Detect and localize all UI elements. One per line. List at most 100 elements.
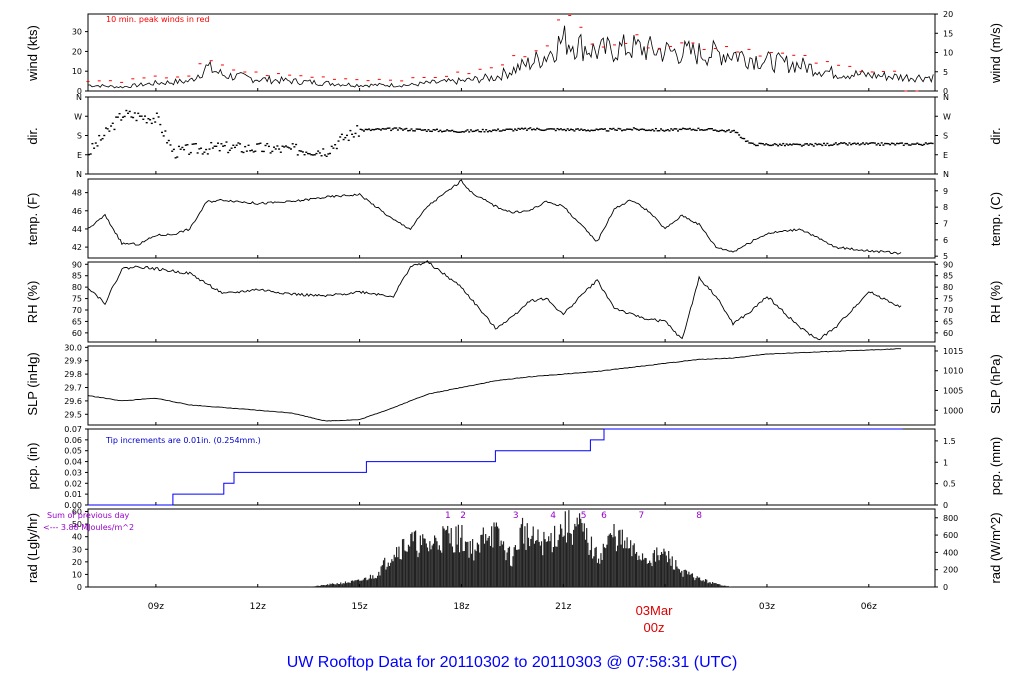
dir-point xyxy=(656,130,659,132)
rad-marker-3: 3 xyxy=(513,511,519,521)
dir-point xyxy=(362,130,365,132)
dir-point xyxy=(721,129,724,131)
dir-left-tick-label: S xyxy=(77,132,82,141)
dir-point xyxy=(106,128,109,130)
dir-point xyxy=(604,128,607,130)
dir-point xyxy=(403,128,406,130)
dir-point xyxy=(807,144,810,146)
dir-point xyxy=(378,128,381,130)
dir-point xyxy=(605,130,608,132)
date-marker-hour: 00z xyxy=(644,620,665,635)
dir-point xyxy=(351,133,354,136)
dir-point xyxy=(222,145,225,147)
dir-point xyxy=(339,136,342,138)
dir-point xyxy=(458,131,461,133)
dir-point xyxy=(658,129,661,132)
x-tick-label-18z: 18z xyxy=(453,602,469,612)
dir-point xyxy=(778,143,781,145)
rad-marker-5: 5 xyxy=(581,511,587,521)
dir-point xyxy=(155,112,158,114)
dir-right-tick-label: N xyxy=(943,170,949,179)
dir-point xyxy=(283,146,286,148)
rad-left-tick-label: 10 xyxy=(72,570,82,579)
rh-right-tick-label: 90 xyxy=(943,260,953,269)
dir-point xyxy=(620,129,623,132)
temp-right-tick-label: 7 xyxy=(943,219,948,228)
dir-point xyxy=(410,128,413,130)
dir-point xyxy=(128,110,131,113)
dir-point xyxy=(595,128,598,130)
dir-point xyxy=(627,128,630,130)
dir-point xyxy=(441,131,444,133)
dir-point xyxy=(369,129,372,132)
pcp-right-tick-label: 1 xyxy=(943,458,948,467)
dir-point xyxy=(733,129,736,132)
dir-point xyxy=(507,128,510,130)
dir-point xyxy=(313,154,316,156)
dir-point xyxy=(171,150,174,152)
slp-right-tick-label: 1010 xyxy=(943,367,963,376)
x-tick-label-06z: 06z xyxy=(861,602,877,612)
dir-point xyxy=(373,129,376,131)
dir-point xyxy=(252,151,255,153)
dir-point xyxy=(928,142,931,145)
dir-point xyxy=(792,143,795,145)
dir-point xyxy=(113,128,116,131)
dir-point xyxy=(714,129,717,131)
wind-right-label: wind (m/s) xyxy=(988,23,1003,84)
dir-point xyxy=(386,127,389,129)
dir-point xyxy=(710,127,713,130)
dir-point xyxy=(644,129,647,132)
temp-series-line xyxy=(87,179,902,255)
dir-point xyxy=(203,151,206,153)
dir-point xyxy=(261,150,264,153)
dir-point xyxy=(505,128,508,130)
dir-point xyxy=(323,154,326,156)
dir-point xyxy=(746,140,749,142)
dir-point xyxy=(485,129,488,131)
dir-point xyxy=(648,129,651,131)
dir-point xyxy=(400,128,403,130)
dir-point xyxy=(619,128,622,130)
dir-point xyxy=(189,151,192,154)
dir-point xyxy=(510,128,513,131)
temp-right-label: temp. (C) xyxy=(988,192,1003,246)
rh-right-tick-label: 75 xyxy=(943,295,953,304)
dir-point xyxy=(766,144,769,146)
dir-point xyxy=(274,148,277,150)
rh-left-tick-label: 60 xyxy=(72,329,82,338)
dir-point xyxy=(103,134,106,137)
dir-point xyxy=(894,144,897,146)
dir-point xyxy=(398,127,401,129)
x-tick-label-21z: 21z xyxy=(555,602,571,612)
dir-point xyxy=(884,142,887,145)
dir-point xyxy=(429,130,432,132)
dir-point xyxy=(892,142,895,145)
dir-point xyxy=(344,136,347,139)
dir-point xyxy=(537,128,540,130)
chart-title: UW Rooftop Data for 20110302 to 20110303… xyxy=(287,654,738,671)
dir-point xyxy=(493,129,496,131)
dir-point xyxy=(671,129,674,131)
wind-left-label: wind (kts) xyxy=(25,25,40,82)
dir-point xyxy=(464,130,467,132)
dir-point xyxy=(293,146,296,148)
dir-point xyxy=(564,129,567,132)
dir-point xyxy=(315,152,318,155)
dir-point xyxy=(140,115,143,117)
rh-right-label: RH (%) xyxy=(988,281,1003,324)
dir-point xyxy=(447,130,450,132)
dir-point xyxy=(707,128,710,130)
dir-point xyxy=(317,150,320,152)
dir-point xyxy=(600,128,603,130)
slp-right-tick-label: 1000 xyxy=(943,406,963,415)
dir-point xyxy=(291,143,294,145)
dir-point xyxy=(452,130,455,133)
dir-point xyxy=(379,129,382,131)
dir-point xyxy=(716,130,719,132)
dir-point xyxy=(354,132,357,135)
dir-point xyxy=(233,146,236,149)
dir-point xyxy=(731,130,734,132)
dir-point xyxy=(456,131,459,133)
rh-left-tick-label: 70 xyxy=(72,306,82,315)
